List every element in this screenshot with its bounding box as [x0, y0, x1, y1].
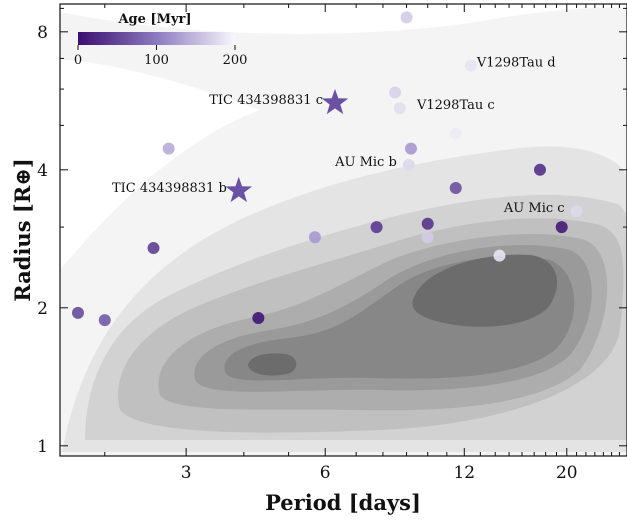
- colorbar-ticks: 0 100 200: [74, 45, 248, 68]
- colorbar-title: Age [Myr]: [117, 12, 191, 27]
- population-density-contours: [60, 7, 627, 456]
- colorbar-tick-label: 100: [144, 53, 169, 68]
- x-tick-label: 6: [320, 463, 331, 483]
- colorbar-tick-label: 0: [74, 53, 82, 68]
- y-axis-title: Radius [R⊕]: [10, 158, 35, 302]
- planet-point: [449, 182, 462, 195]
- planet-point: [493, 249, 506, 262]
- y-tick-label: 2: [37, 299, 48, 319]
- planet-annotation: TIC 434398831 b: [112, 181, 227, 196]
- planet-annotation: AU Mic b: [334, 155, 397, 170]
- planet-point: [71, 306, 84, 319]
- planet-point: [98, 314, 111, 327]
- highlight-star: [225, 176, 253, 203]
- x-axis-title: Period [days]: [265, 490, 421, 515]
- density-contour-9: [248, 353, 297, 376]
- planet-point: [449, 127, 462, 140]
- planet-point: [533, 163, 546, 176]
- y-tick-label: 8: [37, 23, 48, 43]
- colorbar-tick-label: 200: [223, 53, 248, 68]
- planet-point: [464, 59, 477, 72]
- y-axis-ticks: 1 2 4 8: [37, 7, 627, 457]
- highlight-stars: [225, 88, 349, 203]
- y-tick-label: 1: [37, 437, 48, 457]
- planet-point: [400, 11, 413, 24]
- planet-point: [421, 231, 434, 244]
- planet-annotation: TIC 434398831 c: [209, 93, 323, 108]
- planet-point: [404, 142, 417, 155]
- planet-point: [252, 312, 265, 325]
- planet-point: [147, 242, 160, 255]
- x-tick-label: 3: [181, 463, 192, 483]
- x-tick-label: 12: [453, 463, 475, 483]
- planet-annotation: V1298Tau c: [416, 98, 495, 113]
- plot-frame: [59, 3, 627, 457]
- colorbar-gradient: [78, 32, 235, 45]
- planet-point: [421, 217, 434, 230]
- planet-annotation: V1298Tau d: [476, 56, 556, 71]
- planet-point: [402, 158, 415, 171]
- planet-point: [308, 231, 321, 244]
- planet-point: [370, 221, 383, 234]
- planet-annotation: AU Mic c: [503, 201, 565, 216]
- highlight-star: [321, 88, 349, 115]
- y-tick-label: 4: [37, 161, 48, 181]
- planet-point: [555, 221, 568, 234]
- planet-point: [389, 86, 402, 99]
- planet-point: [570, 205, 583, 218]
- planet-annotations: V1298Tau d V1298Tau c TIC 434398831 c AU Mi…: [112, 56, 565, 217]
- density-contour-8: [412, 254, 558, 327]
- planet-point: [393, 102, 406, 115]
- planet-point: [162, 142, 175, 155]
- x-tick-label: 20: [556, 463, 578, 483]
- age-colorbar: Age [Myr] 0 100 200: [74, 12, 248, 68]
- x-axis-ticks: 3 6 12 20: [104, 4, 627, 483]
- planet-points: [71, 11, 583, 327]
